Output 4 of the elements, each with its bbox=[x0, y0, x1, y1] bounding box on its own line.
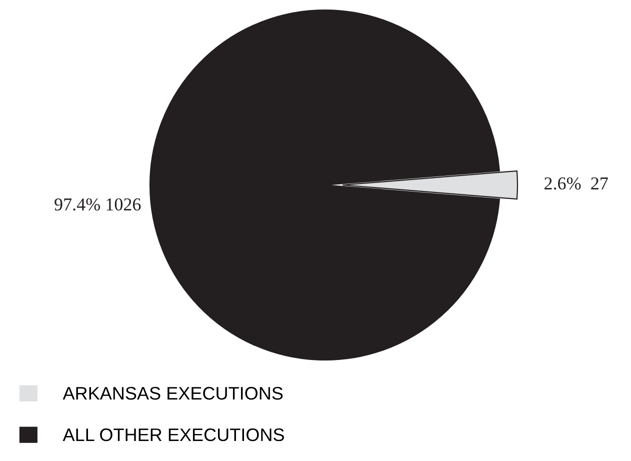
legend-label: ARKANSAS EXECUTIONS bbox=[62, 386, 283, 400]
legend-label: ALL OTHER EXECUTIONS bbox=[62, 428, 284, 442]
data-label: 2.6% 27 bbox=[544, 177, 608, 190]
data-label: 97.4% 1026 bbox=[54, 198, 141, 211]
